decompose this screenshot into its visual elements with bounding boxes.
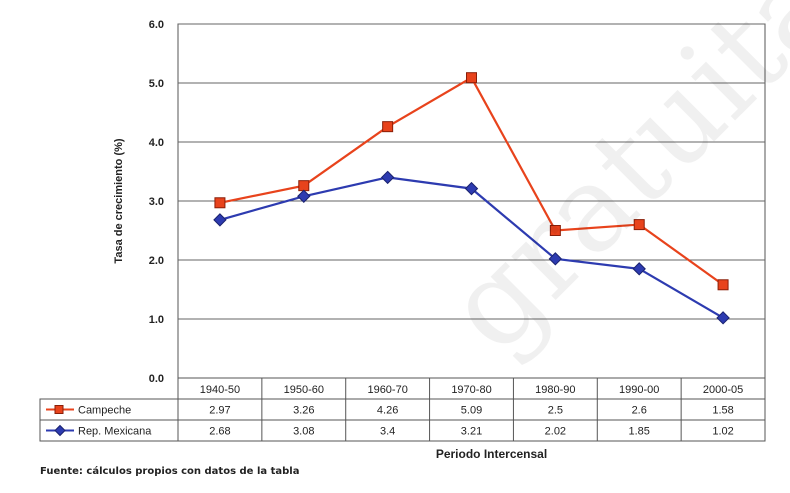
data-point: [382, 121, 394, 133]
legend-marker: [54, 424, 66, 437]
x-axis-label: Periodo Intercensal: [436, 447, 547, 461]
data-label: 2.6: [632, 405, 647, 417]
data-label: 3.21: [461, 426, 482, 438]
data-point: [466, 72, 477, 84]
x-tick-label: 2000-05: [703, 384, 743, 396]
data-label: 2.68: [209, 426, 230, 438]
data-point: [214, 197, 226, 209]
y-tick-label: 5.0: [149, 78, 164, 90]
legend-label: Campeche: [78, 405, 131, 417]
x-tick-label: 1960-70: [367, 384, 407, 396]
data-point: [717, 279, 729, 291]
data-label: 2.02: [545, 426, 566, 438]
data-label: 3.4: [380, 426, 395, 438]
y-tick-label: 6.0: [149, 19, 164, 31]
data-label: 2.97: [209, 405, 230, 417]
x-tick-label: 1940-50: [200, 384, 240, 396]
data-point: [298, 180, 310, 192]
y-tick-label: 2.0: [149, 255, 164, 267]
data-label: 2.5: [548, 405, 563, 417]
data-point: [716, 311, 730, 325]
legend-marker: [54, 405, 64, 414]
x-tick-label: 1950-60: [284, 384, 324, 396]
y-tick-label: 0.0: [149, 373, 164, 385]
data-label: 1.85: [629, 426, 650, 438]
data-label: 3.08: [293, 426, 314, 438]
y-tick-label: 1.0: [149, 314, 164, 326]
legend-label: Rep. Mexicana: [78, 426, 152, 438]
x-tick-label: 1980-90: [535, 384, 575, 396]
source-note: Fuente: cálculos propios con datos de la…: [40, 466, 300, 477]
data-label: 5.09: [461, 405, 482, 417]
data-point: [633, 219, 645, 231]
y-tick-label: 3.0: [149, 196, 164, 208]
data-point: [548, 252, 563, 266]
data-point: [632, 262, 646, 276]
data-point: [549, 225, 561, 236]
y-axis-label: Tasa de crecimiento (%): [113, 138, 125, 263]
data-label: 1.58: [712, 405, 733, 417]
data-point: [464, 181, 479, 196]
data-label: 3.26: [293, 405, 314, 417]
data-label: 1.02: [712, 426, 733, 438]
data-point: [297, 189, 311, 203]
y-tick-label: 4.0: [149, 137, 164, 149]
x-tick-label: 1990-00: [619, 384, 659, 396]
data-point: [213, 213, 227, 227]
data-label: 4.26: [377, 405, 398, 417]
data-point: [380, 170, 395, 185]
x-tick-label: 1970-80: [451, 384, 491, 396]
